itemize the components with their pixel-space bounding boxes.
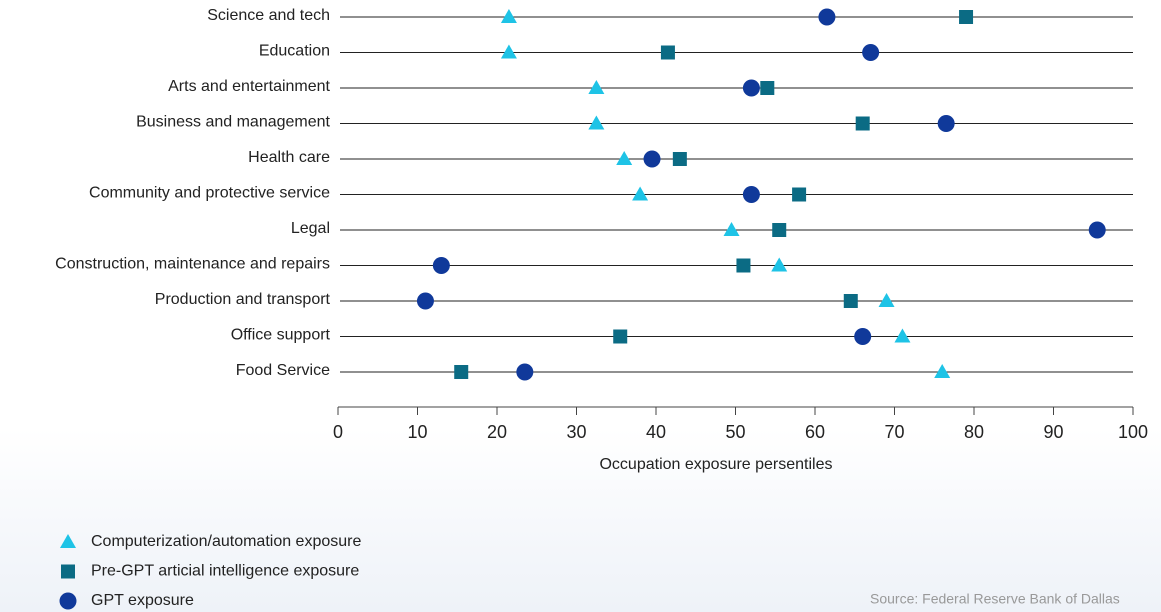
square-marker	[736, 258, 751, 273]
source: Source: Federal Reserve Bank of Dallas	[870, 591, 1120, 607]
x-tick-label: 50	[725, 422, 745, 442]
square-marker	[959, 10, 974, 24]
square-marker	[772, 223, 787, 237]
category-label: Business and management	[136, 114, 330, 131]
category-label: Education	[259, 43, 330, 60]
x-tick-label: 60	[805, 422, 825, 442]
triangle-marker	[616, 151, 633, 165]
triangle-marker	[878, 293, 895, 307]
square-marker	[672, 152, 687, 166]
triangle-marker	[771, 257, 788, 272]
circle-marker	[818, 8, 836, 26]
square-marker	[454, 365, 469, 379]
x-tick-label: 70	[884, 422, 904, 442]
circle-marker	[59, 592, 77, 610]
legend-label: Computerization/automation exposure	[91, 533, 361, 550]
category-label: Production and transport	[155, 291, 331, 308]
circle-marker	[862, 44, 880, 61]
category-label: Food Service	[236, 362, 330, 379]
x-tick-label: 40	[646, 422, 666, 442]
triangle-marker	[500, 44, 517, 59]
square-marker	[61, 564, 75, 579]
circle-marker	[516, 363, 534, 381]
circle-marker	[1088, 221, 1106, 239]
circle-marker	[854, 328, 872, 345]
x-axis-label: Occupation exposure persentiles	[599, 456, 832, 473]
category-label: Office support	[231, 327, 331, 344]
circle-marker	[643, 150, 661, 168]
circle-marker	[742, 186, 760, 203]
x-tick-label: 20	[487, 422, 507, 442]
circle-marker	[937, 115, 955, 132]
x-tick-label: 80	[964, 422, 984, 442]
square-marker	[613, 329, 628, 344]
category-label: Science and tech	[207, 7, 330, 24]
x-tick-label: 90	[1043, 422, 1063, 442]
category-label: Health care	[248, 149, 330, 166]
square-marker	[855, 116, 870, 131]
triangle-marker	[632, 186, 649, 201]
triangle-marker	[60, 534, 76, 548]
x-tick-label: 100	[1118, 422, 1148, 442]
triangle-marker	[588, 80, 605, 94]
legend-label: GPT exposure	[91, 592, 194, 609]
triangle-marker	[588, 115, 605, 130]
triangle-marker	[894, 328, 911, 343]
circle-marker	[432, 257, 450, 274]
category-label: Construction, maintenance and repairs	[55, 256, 330, 273]
triangle-marker	[934, 364, 951, 378]
category-label: Community and protective service	[89, 185, 330, 202]
legend-label: Pre-GPT articial intelligence exposure	[91, 563, 359, 580]
square-marker	[760, 81, 775, 95]
category-label: Legal	[291, 220, 330, 237]
square-marker	[660, 45, 675, 60]
square-marker	[843, 294, 858, 308]
triangle-marker	[500, 9, 517, 23]
x-tick-label: 10	[407, 422, 427, 442]
square-marker	[792, 187, 807, 202]
circle-marker	[416, 292, 434, 310]
triangle-marker	[723, 222, 740, 236]
x-tick-label: 0	[333, 422, 343, 442]
category-label: Arts and entertainment	[168, 78, 330, 95]
x-tick-label: 30	[566, 422, 586, 442]
circle-marker	[742, 79, 760, 97]
